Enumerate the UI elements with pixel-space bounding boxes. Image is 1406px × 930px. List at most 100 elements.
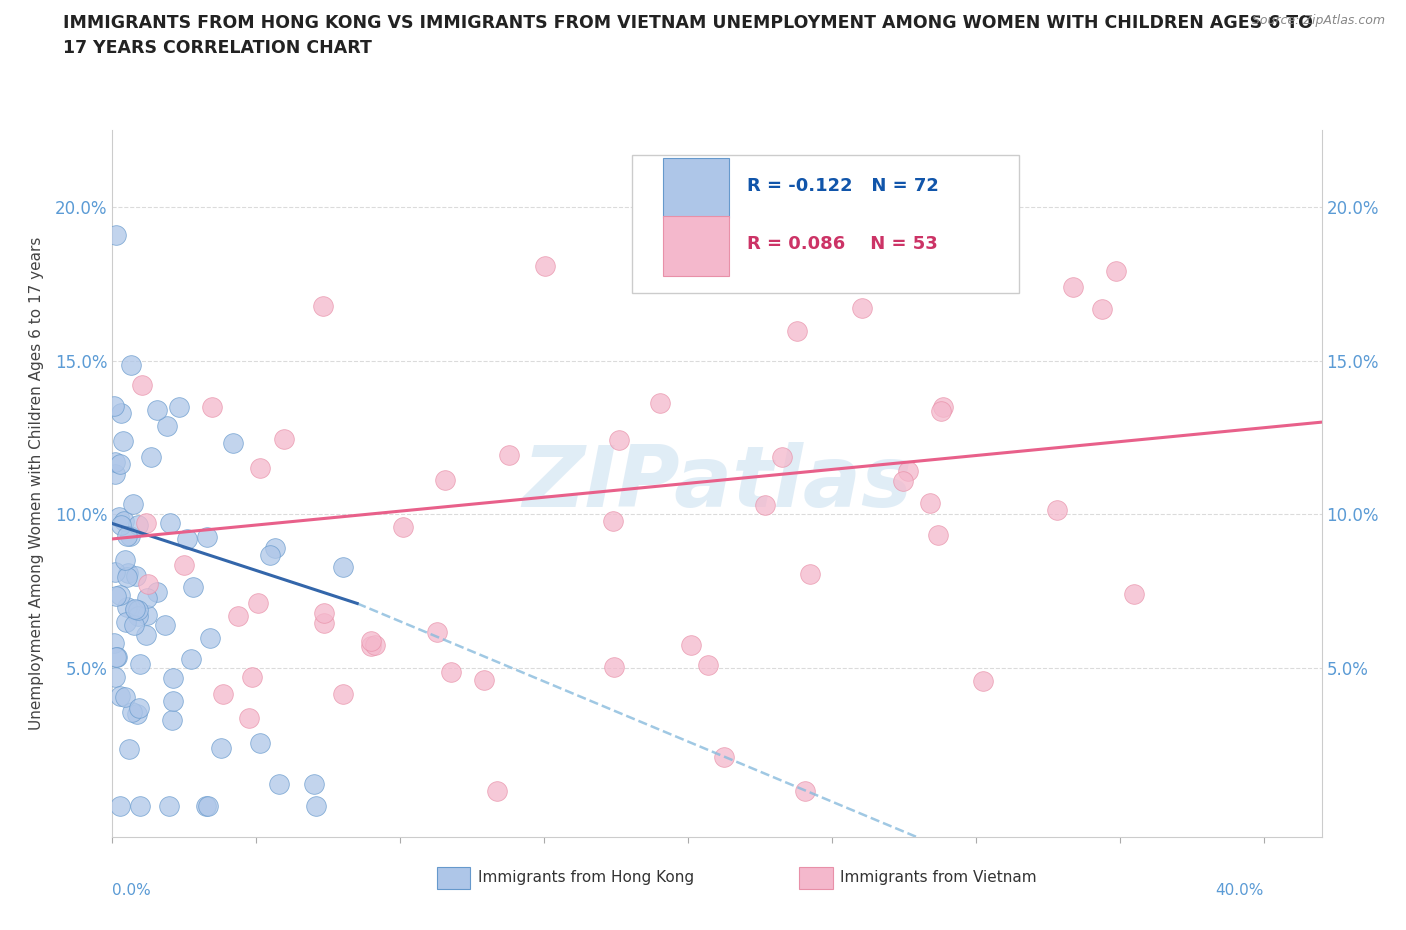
Point: [931, 399, 953, 414]
Point: [114, 552, 136, 567]
Point: [226, 608, 249, 623]
Point: [104, 565, 127, 579]
Point: [105, 228, 128, 243]
Point: [249, 736, 271, 751]
FancyBboxPatch shape: [662, 216, 730, 276]
Point: [1105, 264, 1128, 279]
Point: [1123, 586, 1146, 601]
Point: [125, 569, 148, 584]
Point: [115, 614, 138, 629]
Point: [269, 777, 291, 791]
Point: [1091, 301, 1114, 316]
Point: [162, 693, 184, 708]
Point: [264, 540, 287, 555]
Point: [108, 510, 131, 525]
Point: [426, 625, 449, 640]
Point: [392, 520, 415, 535]
Point: [117, 741, 139, 756]
Point: [124, 601, 146, 616]
Point: [122, 497, 145, 512]
Point: [891, 473, 914, 488]
Point: [115, 600, 138, 615]
Point: [108, 689, 131, 704]
Point: [786, 324, 808, 339]
Point: [770, 450, 793, 465]
Point: [108, 799, 131, 814]
Point: [249, 460, 271, 475]
Point: [112, 514, 135, 529]
Point: [972, 673, 994, 688]
Point: [135, 515, 157, 530]
FancyBboxPatch shape: [799, 868, 834, 888]
Point: [110, 518, 132, 533]
Point: [112, 433, 135, 448]
Point: [156, 418, 179, 433]
Point: [259, 548, 281, 563]
Point: [433, 472, 456, 487]
Point: [135, 591, 157, 605]
Y-axis label: Unemployment Among Women with Children Ages 6 to 17 years: Unemployment Among Women with Children A…: [30, 237, 44, 730]
Point: [120, 357, 142, 372]
Point: [136, 577, 159, 591]
Point: [498, 447, 520, 462]
Point: [108, 588, 131, 603]
Point: [302, 777, 325, 791]
Point: [312, 616, 335, 631]
Point: [176, 531, 198, 546]
Point: [105, 649, 128, 664]
Point: [124, 603, 146, 618]
Point: [918, 496, 941, 511]
Point: [162, 670, 184, 684]
Point: [195, 530, 218, 545]
Point: [131, 378, 153, 392]
Point: [799, 566, 821, 581]
Point: [1062, 280, 1084, 295]
Point: [360, 633, 382, 648]
Point: [104, 467, 127, 482]
Point: [221, 435, 243, 450]
Point: [169, 400, 191, 415]
FancyBboxPatch shape: [662, 158, 730, 218]
Point: [602, 513, 624, 528]
Point: [240, 669, 263, 684]
Point: [312, 299, 335, 313]
Point: [332, 559, 354, 574]
Point: [238, 711, 260, 725]
Point: [157, 799, 180, 814]
Point: [197, 799, 219, 814]
Point: [485, 783, 508, 798]
Point: [534, 259, 557, 273]
Text: Immigrants from Vietnam: Immigrants from Vietnam: [841, 870, 1038, 885]
Point: [209, 740, 232, 755]
Point: [927, 527, 949, 542]
FancyBboxPatch shape: [436, 868, 471, 888]
Point: [897, 464, 920, 479]
Point: [122, 618, 145, 632]
Point: [127, 608, 149, 623]
Point: [110, 457, 132, 472]
Point: [246, 595, 269, 610]
Point: [127, 603, 149, 618]
Point: [607, 432, 630, 447]
Point: [314, 605, 336, 620]
Point: [360, 639, 382, 654]
Point: [440, 665, 463, 680]
Text: R = -0.122   N = 72: R = -0.122 N = 72: [748, 177, 939, 195]
Point: [121, 704, 143, 719]
Point: [200, 399, 222, 414]
Text: Immigrants from Hong Kong: Immigrants from Hong Kong: [478, 870, 693, 885]
Point: [332, 687, 354, 702]
Point: [194, 799, 217, 814]
Point: [125, 707, 148, 722]
Point: [135, 607, 157, 622]
Point: [273, 432, 295, 446]
Point: [713, 750, 735, 764]
Point: [135, 628, 157, 643]
Point: [666, 159, 689, 174]
Point: [104, 454, 127, 469]
Point: [305, 799, 328, 814]
Point: [110, 405, 132, 420]
Point: [931, 404, 953, 418]
Point: [128, 700, 150, 715]
Point: [103, 399, 125, 414]
